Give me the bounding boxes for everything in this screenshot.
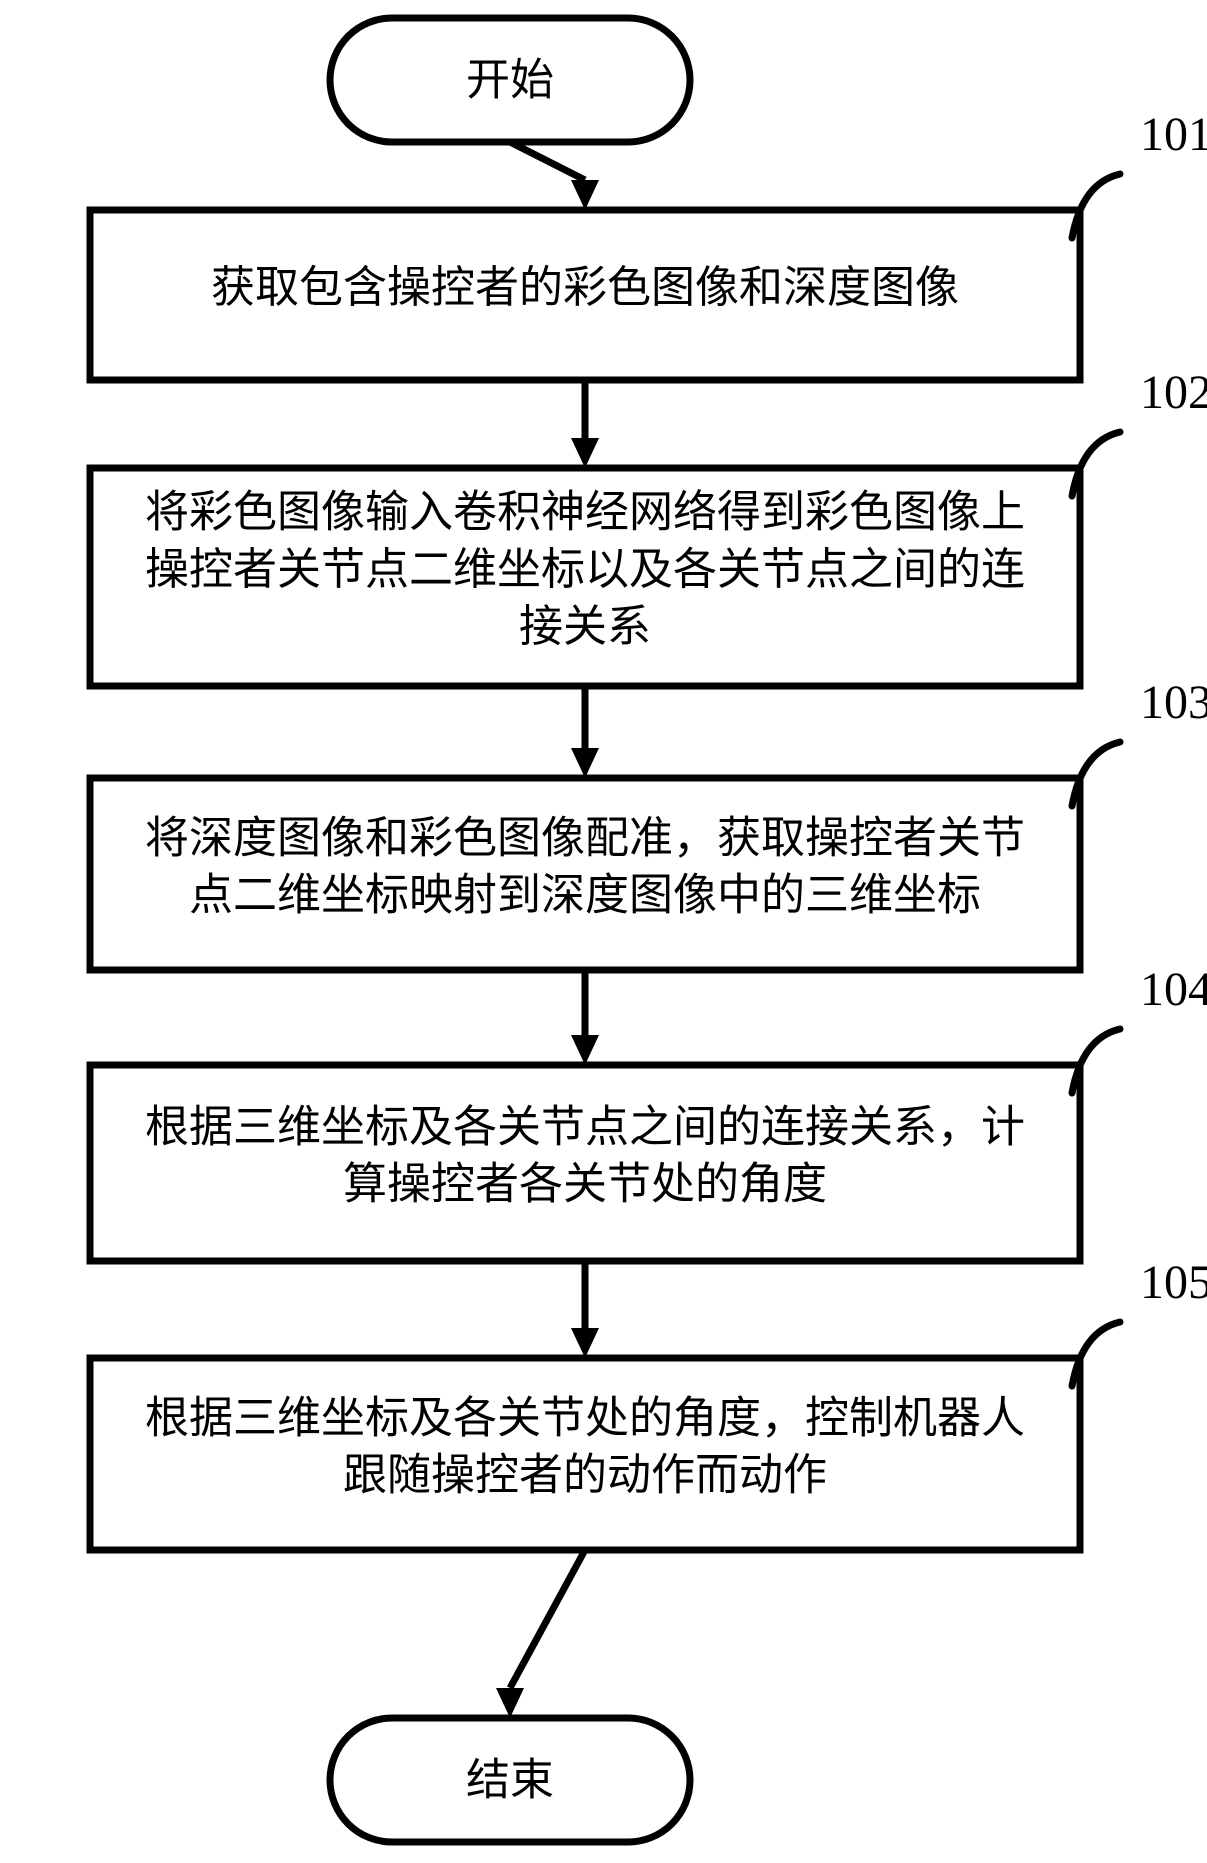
connector-105-end-head	[496, 1688, 524, 1718]
flowchart: 开始结束获取包含操控者的彩色图像和深度图像101将彩色图像输入卷积神经网络得到彩…	[0, 0, 1207, 1863]
connector-102-103-head	[571, 748, 599, 778]
connector-104-105-head	[571, 1328, 599, 1358]
callout-label-101: 101	[1140, 108, 1207, 161]
callout-label-104: 104	[1140, 963, 1207, 1016]
connector-103-104-head	[571, 1035, 599, 1065]
callout-label-102: 102	[1140, 366, 1207, 419]
connector-start-101	[510, 142, 585, 180]
terminal-start-label: 开始	[466, 56, 554, 105]
connector-105-end	[510, 1550, 585, 1688]
terminal-end-label: 结束	[466, 1756, 554, 1805]
step-101-text: 获取包含操控者的彩色图像和深度图像	[211, 263, 959, 312]
callout-label-103: 103	[1140, 676, 1207, 729]
callout-label-105: 105	[1140, 1256, 1207, 1309]
connector-101-102-head	[571, 438, 599, 468]
connector-start-101-head	[571, 180, 599, 210]
